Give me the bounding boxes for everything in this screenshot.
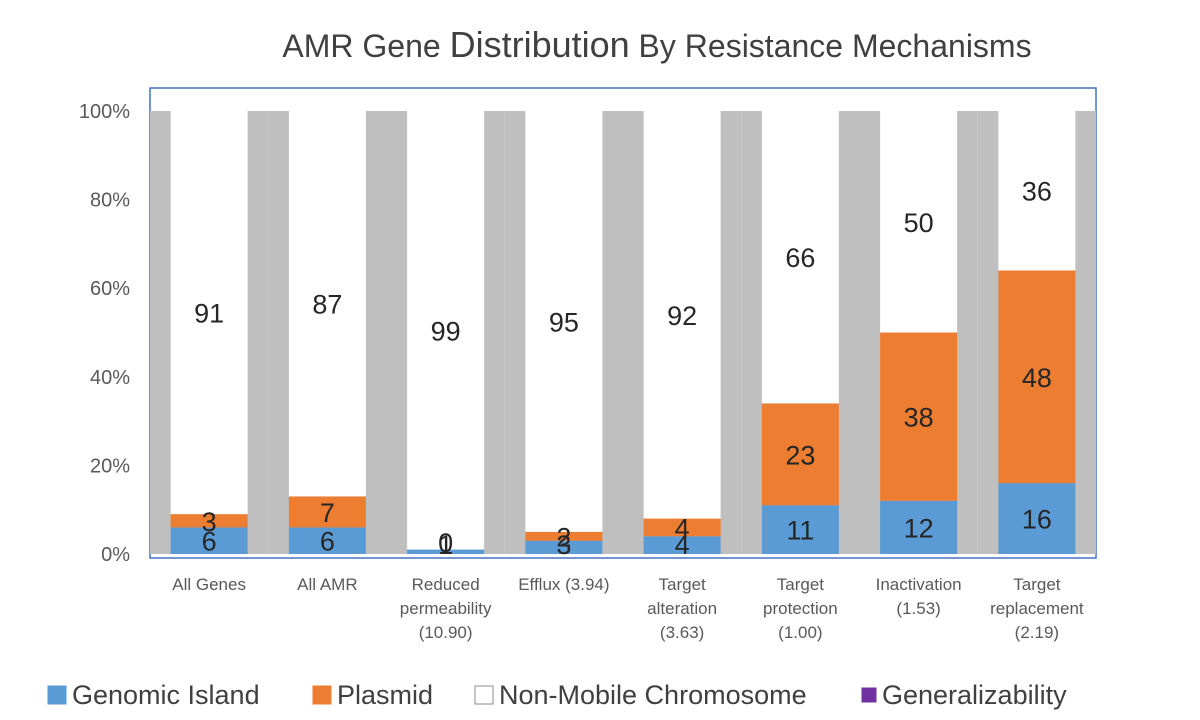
y-axis: 0% 20% 40% 60% 80% 100% xyxy=(79,101,130,566)
x-tick-label: Target xyxy=(1013,575,1061,594)
bar-non-mobile-chromosome xyxy=(525,111,603,532)
legend-swatch xyxy=(861,687,877,703)
bar-non-mobile-chromosome xyxy=(407,111,485,550)
y-tick-label: 80% xyxy=(90,190,130,212)
bar-genomic-island xyxy=(525,540,603,554)
legend-label: Generalizability xyxy=(882,680,1067,710)
data-label: 38 xyxy=(904,403,934,433)
legend-swatch xyxy=(47,685,67,705)
bar-non-mobile-chromosome xyxy=(880,111,958,333)
x-tick-label: permeability xyxy=(400,599,492,618)
bar-plasmid xyxy=(288,496,366,528)
bar-plasmid xyxy=(998,270,1076,484)
data-label: 23 xyxy=(785,440,815,470)
legend-swatch xyxy=(474,685,494,705)
bar-genomic-island xyxy=(998,483,1076,554)
y-tick-label: 20% xyxy=(90,455,130,477)
data-label: 48 xyxy=(1022,363,1052,393)
bar-genomic-island xyxy=(761,505,839,554)
bar-genomic-island xyxy=(643,536,721,554)
bar-plasmid xyxy=(880,332,958,501)
legend-label: Non-Mobile Chromosome xyxy=(499,680,807,710)
data-label: 2 xyxy=(556,522,571,552)
bar-genomic-island xyxy=(407,549,485,554)
bar-non-mobile-chromosome xyxy=(998,111,1076,271)
x-tick-label: Efflux (3.94) xyxy=(518,575,609,594)
x-tick-label: (1.00) xyxy=(778,623,822,642)
bar-non-mobile-chromosome xyxy=(761,111,839,404)
x-tick-label: replacement xyxy=(990,599,1084,618)
x-tick-label: (1.53) xyxy=(896,599,940,618)
x-tick-label: Reduced xyxy=(412,575,480,594)
data-label: 3 xyxy=(556,530,571,560)
x-tick-label: alteration xyxy=(647,599,717,618)
data-label: 7 xyxy=(320,498,335,528)
bar-genomic-island xyxy=(170,527,248,554)
bar-non-mobile-chromosome xyxy=(170,111,248,515)
x-axis: All Genes All AMR Reduced permeability (10.9… xyxy=(172,575,1084,642)
data-label: 95 xyxy=(549,307,579,337)
data-label: 36 xyxy=(1022,177,1052,207)
x-tick-label: (2.19) xyxy=(1015,623,1059,642)
x-tick-label: All Genes xyxy=(172,575,246,594)
data-label: 16 xyxy=(1022,505,1052,535)
bars-group xyxy=(150,111,1096,554)
bar-plasmid xyxy=(643,518,721,537)
data-label: 4 xyxy=(675,513,690,543)
data-label: 12 xyxy=(904,513,934,543)
data-label: 66 xyxy=(785,243,815,273)
x-tick-label: Inactivation xyxy=(876,575,962,594)
x-tick-label: protection xyxy=(763,599,838,618)
data-label: 91 xyxy=(194,299,224,329)
data-label: 3 xyxy=(202,507,217,537)
x-tick-label: All AMR xyxy=(297,575,357,594)
chart-title: AMR Gene Distribution By Resistance Mech… xyxy=(282,24,1031,65)
legend: Genomic Island Plasmid Non-Mobile Chromoso… xyxy=(47,680,1067,710)
x-tick-label: (10.90) xyxy=(419,623,473,642)
x-tick-label: Target xyxy=(659,575,707,594)
legend-label: Plasmid xyxy=(337,680,433,710)
data-label: 11 xyxy=(786,516,814,546)
data-label: 50 xyxy=(904,208,934,238)
bar-plasmid xyxy=(761,403,839,506)
data-label: 1 xyxy=(438,530,453,560)
bar-genomic-island xyxy=(880,500,958,554)
x-tick-label: (3.63) xyxy=(660,623,704,642)
bar-non-mobile-chromosome xyxy=(288,111,366,497)
data-label: 6 xyxy=(202,527,217,557)
legend-label: Genomic Island xyxy=(72,680,260,710)
data-label: 99 xyxy=(431,316,461,346)
legend-swatch xyxy=(312,685,332,705)
data-label: 92 xyxy=(667,301,697,331)
y-tick-label: 60% xyxy=(90,278,130,300)
y-tick-label: 40% xyxy=(90,367,130,389)
bar-non-mobile-chromosome xyxy=(643,111,721,519)
data-label: 4 xyxy=(675,530,690,560)
x-tick-label: Target xyxy=(777,575,825,594)
data-label: 6 xyxy=(320,527,335,557)
data-label: 0 xyxy=(438,528,453,558)
bar-plasmid xyxy=(525,531,603,541)
data-label: 87 xyxy=(312,290,342,320)
y-tick-label: 0% xyxy=(101,544,130,566)
bar-plasmid xyxy=(170,514,248,528)
bar-genomic-island xyxy=(288,527,366,554)
y-tick-label: 100% xyxy=(79,101,130,123)
